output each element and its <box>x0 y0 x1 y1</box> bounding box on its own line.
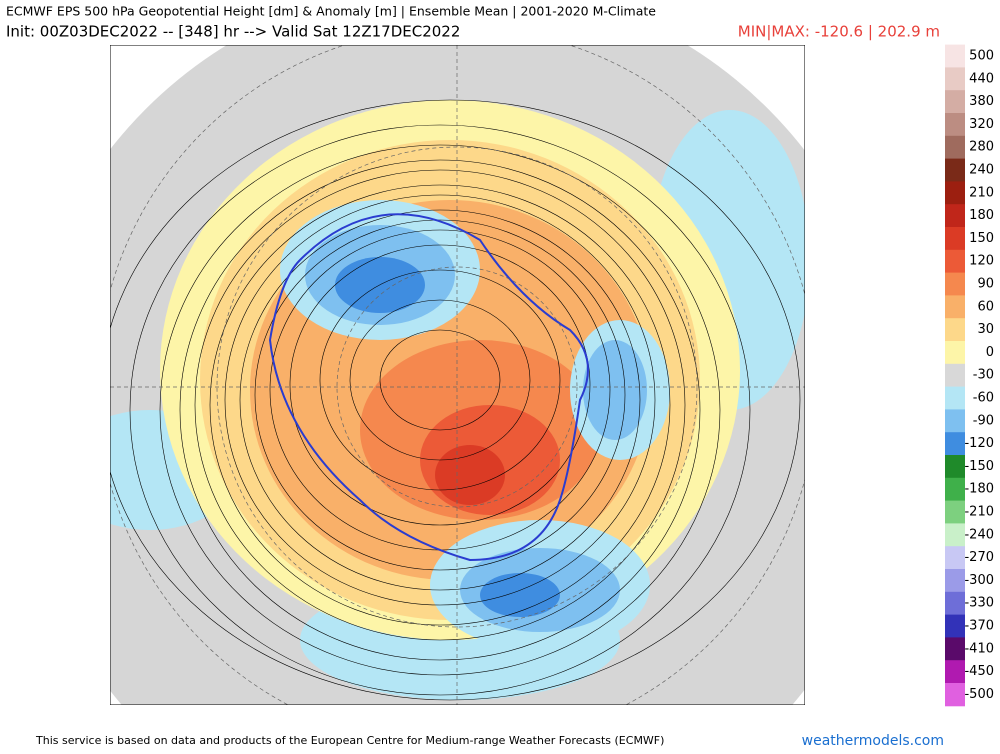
colorbar-label: -330 <box>964 596 994 611</box>
colorbar-swatch <box>945 409 965 433</box>
colorbar-label: -90 <box>973 413 994 428</box>
colorbar-label: -410 <box>964 641 994 656</box>
colorbar-swatch <box>945 181 965 205</box>
colorbar-label: -450 <box>964 664 994 679</box>
colorbar-swatch <box>945 90 965 114</box>
colorbar-swatch <box>945 318 965 342</box>
colorbar-swatch <box>945 569 965 593</box>
colorbar-label: -270 <box>964 550 994 565</box>
colorbar-label: 120 <box>969 254 994 269</box>
colorbar-swatch <box>945 477 965 502</box>
init-line: Init: 00Z03DEC2022 -- [348] hr --> Valid… <box>6 23 460 41</box>
colorbar-swatch <box>945 614 965 638</box>
colorbar-label: 0 <box>986 345 994 360</box>
colorbar-swatch <box>945 135 965 160</box>
colorbar-label: -180 <box>964 482 994 497</box>
colorbar-label: -300 <box>964 573 994 588</box>
colorbar-swatch <box>945 67 965 91</box>
colorbar-swatch <box>945 591 965 616</box>
colorbar-label: 90 <box>977 277 994 292</box>
colorbar-swatch <box>945 249 965 274</box>
colorbar-label: -150 <box>964 459 994 474</box>
colorbar-swatch <box>945 363 965 388</box>
colorbar-swatch <box>945 158 965 182</box>
colorbar-label: -240 <box>964 527 994 542</box>
colorbar: 500 440 380 320 280 240 210 180 150 120 90 60 30 0 -30… <box>945 44 994 707</box>
colorbar-label: 30 <box>977 322 994 337</box>
colorbar-swatch <box>945 272 965 296</box>
colorbar-swatch <box>945 523 965 547</box>
colorbar-swatch <box>945 660 965 684</box>
site-link[interactable]: weathermodels.com <box>802 733 944 749</box>
colorbar-label: -120 <box>964 436 994 451</box>
colorbar-label: 150 <box>969 231 994 246</box>
colorbar-swatch <box>945 386 965 410</box>
colorbar-label: 60 <box>977 299 994 314</box>
colorbar-swatch <box>945 500 965 524</box>
colorbar-label: -370 <box>964 619 994 634</box>
colorbar-swatch <box>945 432 965 456</box>
colorbar-label: 240 <box>969 163 994 178</box>
colorbar-swatch <box>945 227 965 251</box>
title: ECMWF EPS 500 hPa Geopotential Height [d… <box>6 4 656 19</box>
colorbar-swatch <box>945 546 965 570</box>
map-field <box>110 45 805 705</box>
colorbar-swatch <box>945 683 965 707</box>
colorbar-swatch <box>945 44 965 68</box>
map <box>110 45 805 705</box>
min-max: MIN|MAX: -120.6 | 202.9 m <box>738 23 940 41</box>
colorbar-label: 280 <box>969 140 994 155</box>
colorbar-swatch <box>945 455 965 479</box>
colorbar-label: -60 <box>973 391 994 406</box>
colorbar-swatch <box>945 113 965 137</box>
colorbar-label: 440 <box>969 71 994 86</box>
colorbar-label: 500 <box>969 49 994 64</box>
colorbar-label: 210 <box>969 185 994 200</box>
colorbar-swatch <box>945 637 965 661</box>
colorbar-label: -500 <box>964 687 994 702</box>
colorbar-label: -30 <box>973 368 994 383</box>
colorbar-swatch <box>945 295 965 319</box>
colorbar-label: 180 <box>969 208 994 223</box>
colorbar-label: 380 <box>969 94 994 109</box>
colorbar-swatch <box>945 341 965 365</box>
colorbar-swatch <box>945 204 965 228</box>
colorbar-label: -210 <box>964 505 994 520</box>
footer-credit: This service is based on data and produc… <box>35 734 664 747</box>
colorbar-label: 320 <box>969 117 994 132</box>
